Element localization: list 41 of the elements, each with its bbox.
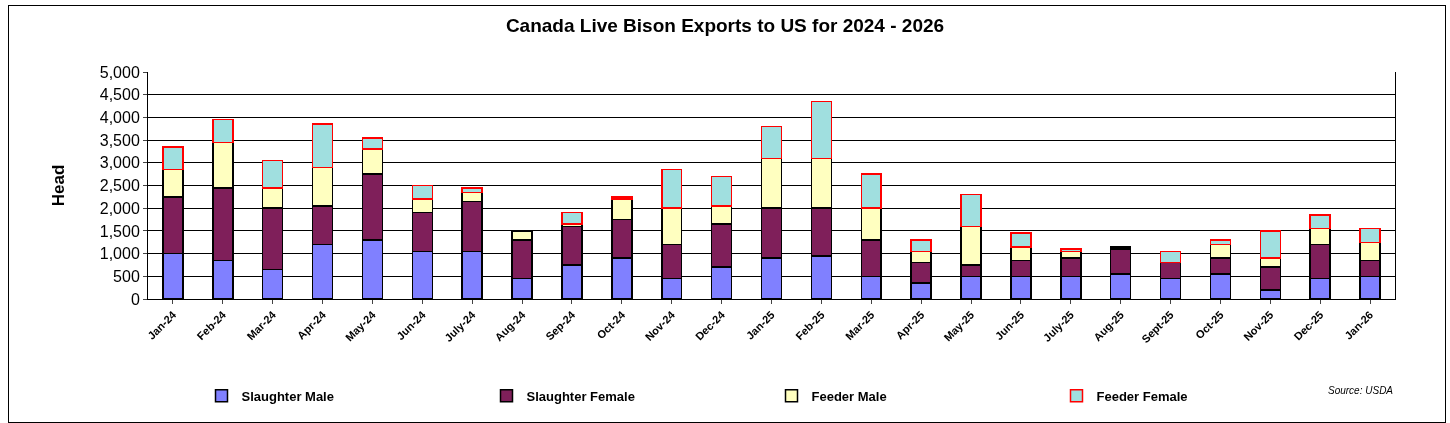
bar: [261, 159, 284, 189]
bar: [960, 193, 982, 228]
bar: [1060, 248, 1082, 253]
y-tick-label: 500: [113, 267, 140, 285]
legend-label: Feeder Female: [1096, 388, 1188, 404]
bar: [1259, 230, 1282, 259]
bar: [810, 100, 833, 160]
bar: [710, 175, 733, 207]
y-tick-label: 3,500: [99, 131, 140, 149]
legend-label: Feeder Male: [811, 388, 887, 404]
bar: [661, 168, 683, 209]
bar: [1209, 239, 1232, 246]
y-tick-label: 4,500: [99, 86, 140, 104]
y-tick-label: 5,000: [99, 63, 140, 81]
bar: [212, 118, 234, 144]
legend-label: Slaughter Female: [526, 388, 635, 404]
y-tick-label: 1,500: [99, 222, 140, 240]
y-tick-label: 3,000: [99, 154, 140, 172]
bar: [910, 239, 932, 253]
bar: [611, 196, 633, 200]
y-tick-label: 2,500: [99, 177, 140, 195]
y-tick-label: 0: [130, 290, 140, 308]
bar: [1309, 214, 1331, 230]
chart-title: Canada Live Bison Exports to US for 2024 - 2026: [505, 15, 945, 37]
bar: [361, 137, 384, 150]
bar: [311, 123, 334, 169]
bar: [461, 187, 483, 194]
bar: [760, 125, 783, 160]
bar: [1159, 250, 1182, 264]
bar: [860, 173, 882, 209]
y-tick-label: 1,000: [99, 245, 140, 263]
bar: [411, 184, 434, 200]
bar: [1010, 232, 1032, 248]
bar: [162, 146, 184, 171]
y-axis-title: Head: [49, 164, 69, 207]
y-tick-label: 4,000: [99, 109, 140, 126]
source-note: Source: USDA: [1328, 385, 1394, 396]
y-tick-label: 2,000: [99, 199, 140, 217]
legend-label: Slaughter Male: [241, 388, 334, 404]
bar: [561, 211, 583, 225]
bar: [1359, 227, 1381, 243]
